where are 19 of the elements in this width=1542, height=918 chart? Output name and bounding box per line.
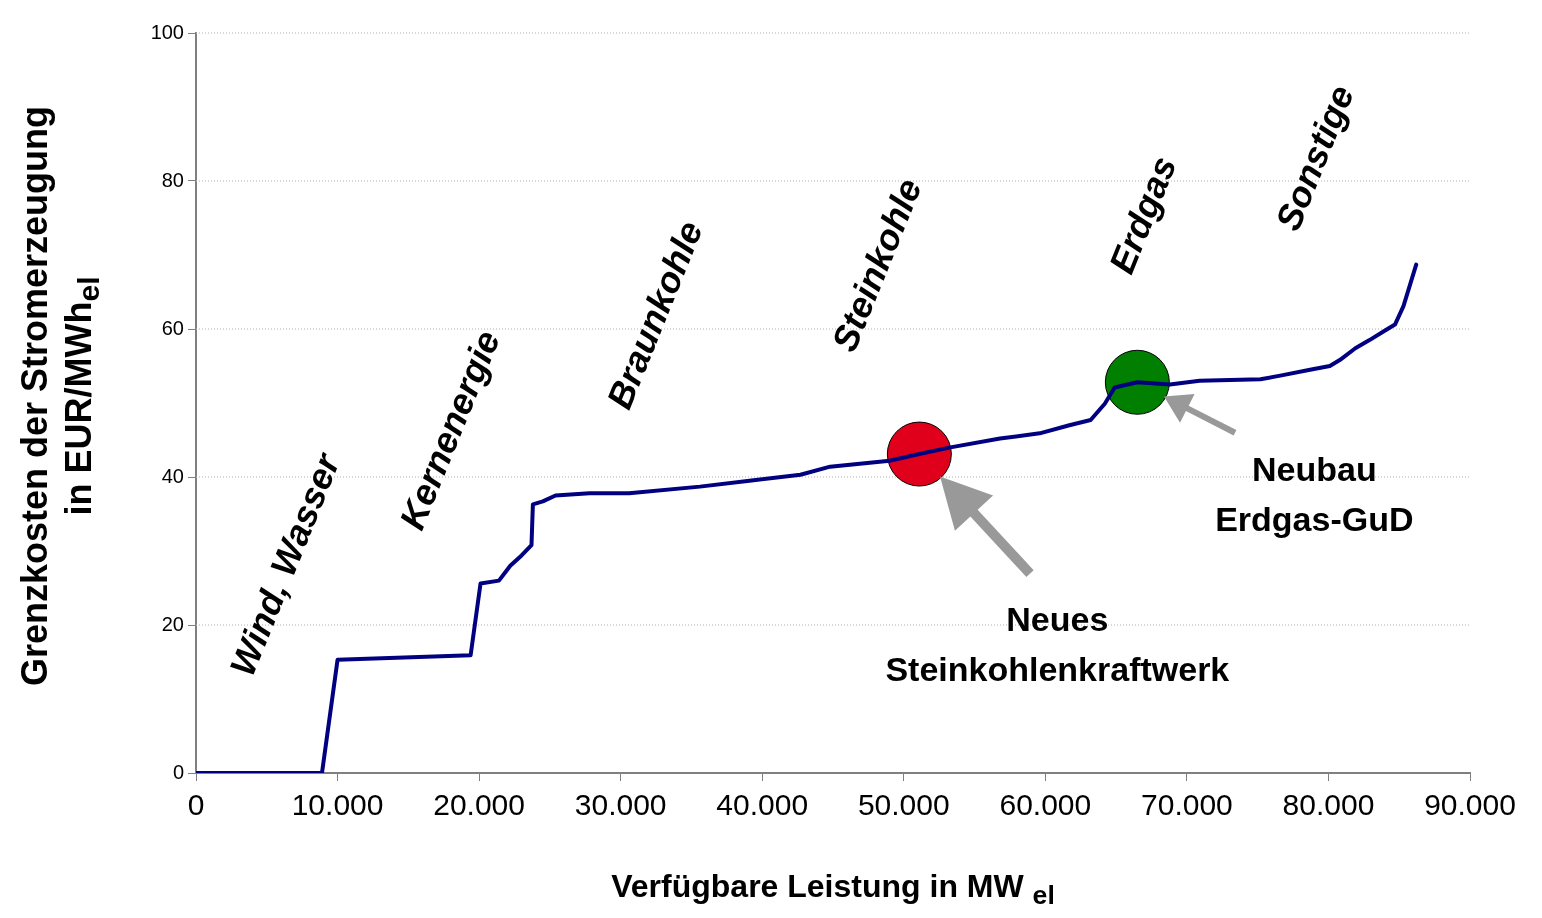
y-tick-label: 20 [161,612,184,635]
y-tick-label: 80 [161,168,184,191]
x-tick-label: 20.000 [433,788,525,822]
x-tick-label: 80.000 [1282,788,1375,822]
y-tick-label: 0 [172,760,184,783]
y-tick-label: 40 [161,464,184,487]
x-tick-label: 30.000 [574,788,667,822]
x-tick-label: 60.000 [999,788,1092,822]
x-tick-label: 70.000 [1141,788,1233,822]
y-tick-label: 60 [161,316,184,339]
x-tick-label: 10.000 [291,788,384,822]
x-tick-label: 90.000 [1424,788,1516,822]
annotation: Neubau Erdgas-GuD [1215,449,1414,541]
x-tick-label: 40.000 [716,788,809,822]
x-tick-label: 0 [187,788,205,822]
x-axis-title: Verfügbare Leistung in MW $_{el}$ [610,868,1056,912]
y-tick-label: 100 [150,20,184,43]
annotation: Neues Steinkohlenkraftwerk [885,599,1230,691]
x-tick-label: 50.000 [857,788,950,822]
